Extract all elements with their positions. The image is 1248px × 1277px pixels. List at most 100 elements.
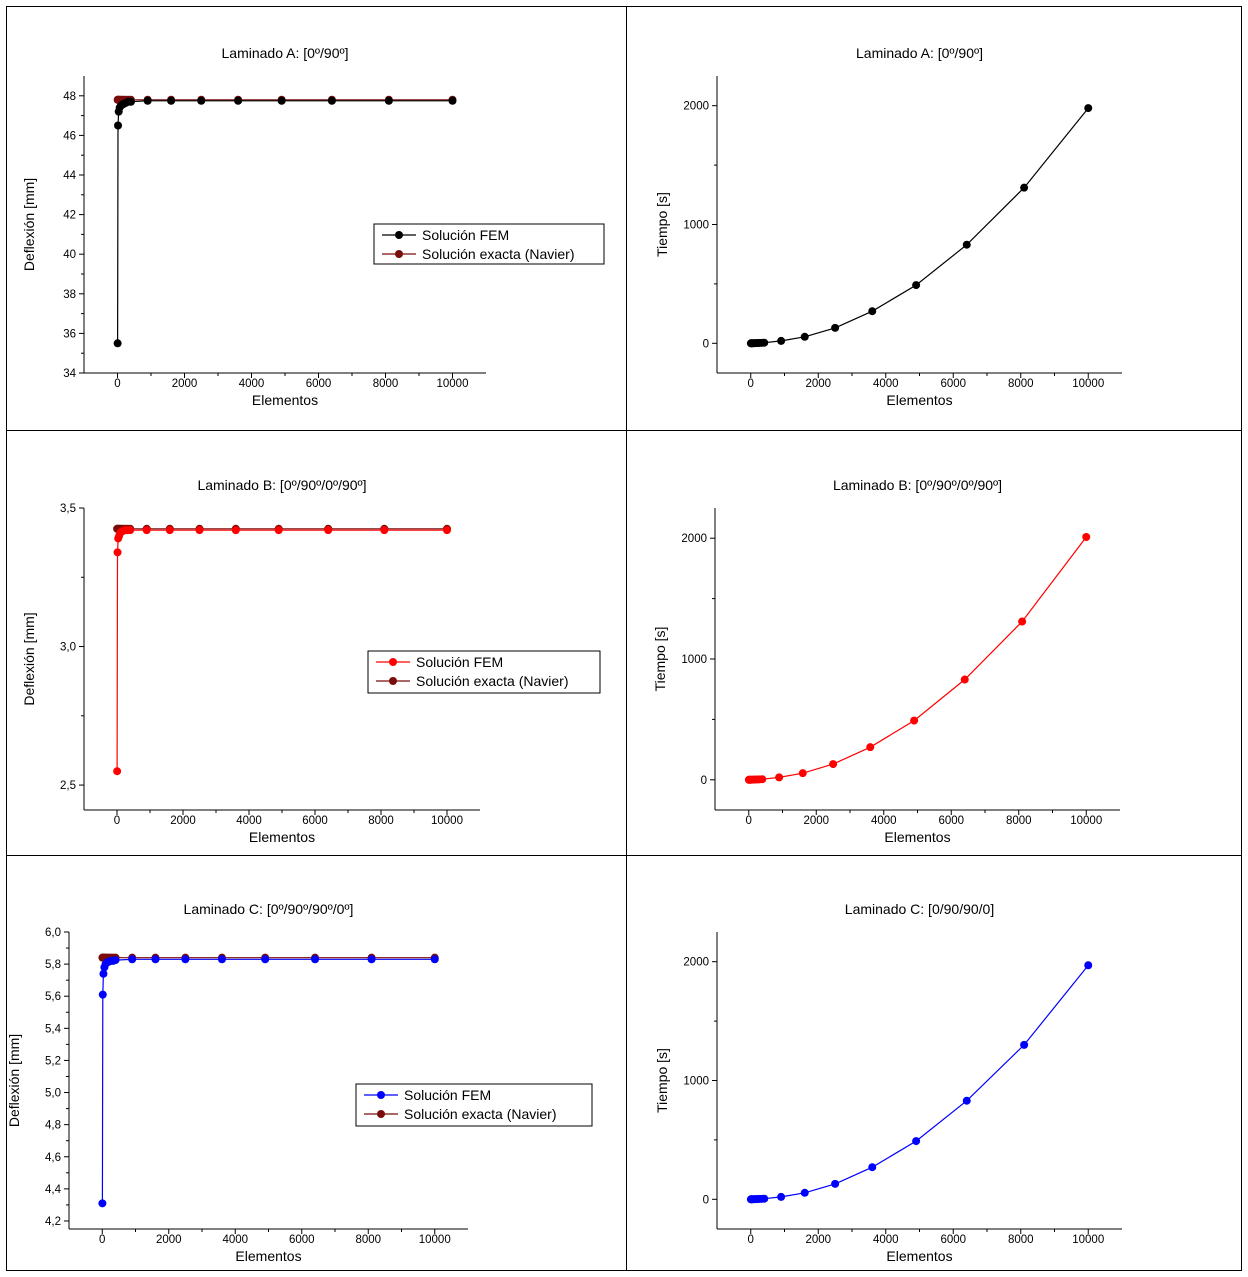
x-tick-label: 0 <box>748 1234 754 1246</box>
x-tick-label: 6000 <box>306 378 332 390</box>
x-tick-label: 2000 <box>170 815 196 827</box>
data-point <box>448 96 457 105</box>
y-tick-label: 46 <box>63 130 76 142</box>
grid-divider-row-1 <box>6 430 1242 431</box>
x-axis-label: Elementos <box>884 829 950 845</box>
chart-laminado-a-deflexion: Laminado A: [0º/90º] 0 2000 4000 6000 8000 100… <box>21 45 605 408</box>
y-tick-label: 3,0 <box>60 642 76 654</box>
y-axis-label: Deflexión [mm] <box>21 178 37 271</box>
chart-laminado-c-tiempo: Laminado C: [0/90/90/0] 0 2000 4000 6000 8000… <box>654 901 1122 1264</box>
data-point <box>430 955 439 964</box>
data-point <box>777 336 786 345</box>
y-tick-label: 5,4 <box>45 1023 62 1035</box>
data-point <box>912 1137 921 1146</box>
grid-divider-vertical <box>626 6 627 1271</box>
data-point <box>868 1163 877 1172</box>
x-tick-label: 10000 <box>1072 378 1104 390</box>
data-point <box>760 338 769 347</box>
data-point <box>1020 1040 1029 1049</box>
chart-laminado-c-deflexion: Laminado C: [0º/90º/90º/0º] 0 2000 4000 6000… <box>6 901 593 1264</box>
y-tick-label: 38 <box>63 289 76 301</box>
x-tick-label: 8000 <box>1006 815 1032 827</box>
chart-title: Laminado B: [0º/90º/0º/90º] <box>197 477 366 493</box>
x-tick-label: 8000 <box>368 815 394 827</box>
legend-label: Solución exacta (Navier) <box>404 1106 557 1122</box>
data-point <box>1018 617 1027 626</box>
data-point <box>1082 532 1091 541</box>
data-point <box>831 1179 840 1188</box>
data-point <box>165 526 174 535</box>
legend-box <box>373 223 605 265</box>
y-axis-label: Tiempo [s] <box>654 192 670 257</box>
data-point <box>777 1192 786 1201</box>
y-tick-label: 1000 <box>683 220 709 232</box>
legend-box <box>355 1083 593 1127</box>
x-tick-label: 2000 <box>172 378 198 390</box>
y-tick-label: 4,6 <box>45 1152 61 1164</box>
legend-marker <box>389 658 397 666</box>
x-tick-label: 6000 <box>289 1234 315 1246</box>
data-point <box>167 96 176 105</box>
legend-marker <box>377 1091 385 1099</box>
series-line <box>101 958 435 1204</box>
data-point <box>231 526 240 535</box>
y-tick-label: 4,8 <box>45 1120 61 1132</box>
legend-marker <box>389 677 397 685</box>
series-line <box>750 964 1089 1200</box>
legend-marker <box>377 1110 385 1118</box>
series-line <box>748 536 1087 781</box>
chart-laminado-b-deflexion: Laminado B: [0º/90º/0º/90º] 0 2000 4000 6000… <box>21 477 601 845</box>
series-line <box>750 107 1089 344</box>
data-point <box>114 121 123 130</box>
y-tick-label: 2000 <box>681 533 707 545</box>
data-point <box>98 990 107 999</box>
data-point <box>960 675 969 684</box>
legend-marker <box>395 250 403 258</box>
data-point <box>151 955 160 964</box>
data-point <box>443 526 451 535</box>
x-tick-label: 2000 <box>803 815 829 827</box>
y-tick-label: 2,5 <box>60 780 76 792</box>
data-point <box>758 775 767 784</box>
x-tick-label: 10000 <box>1072 1234 1104 1246</box>
y-tick-label: 44 <box>63 170 76 182</box>
y-tick-label: 34 <box>63 368 76 380</box>
legend-label: Solución FEM <box>416 654 503 670</box>
chart-laminado-b-tiempo: Laminado B: [0º/90º/0º/90º] 0 2000 4000 6000… <box>652 477 1120 845</box>
data-point <box>829 760 838 769</box>
legend-label: Solución FEM <box>422 227 509 243</box>
x-tick-label: 4000 <box>873 1234 899 1246</box>
data-point <box>311 955 320 964</box>
legend-marker <box>395 231 403 239</box>
y-tick-label: 5,0 <box>45 1088 61 1100</box>
series-line <box>116 100 453 344</box>
x-tick-label: 8000 <box>355 1234 381 1246</box>
data-point <box>962 240 971 249</box>
data-point <box>113 548 122 557</box>
data-point <box>197 96 206 105</box>
data-point <box>1020 183 1029 192</box>
data-point <box>181 955 190 964</box>
x-tick-label: 6000 <box>938 815 964 827</box>
legend-box <box>367 650 601 694</box>
y-tick-label: 0 <box>703 338 709 350</box>
x-tick-label: 6000 <box>940 1234 966 1246</box>
data-point <box>327 96 336 105</box>
data-point <box>800 332 809 341</box>
y-tick-label: 5,2 <box>45 1055 61 1067</box>
x-tick-label: 0 <box>114 378 120 390</box>
x-tick-label: 4000 <box>239 378 265 390</box>
data-point <box>261 955 270 964</box>
data-point <box>142 526 151 535</box>
x-tick-label: 0 <box>748 378 754 390</box>
data-point <box>831 323 840 332</box>
chart-title: Laminado C: [0/90/90/0] <box>845 901 994 917</box>
data-point <box>760 1194 769 1203</box>
data-point <box>800 1188 809 1197</box>
chart-title: Laminado A: [0º/90º] <box>222 45 349 61</box>
x-tick-label: 6000 <box>302 815 328 827</box>
chart-title: Laminado C: [0º/90º/90º/0º] <box>184 901 354 917</box>
legend-label: Solución FEM <box>404 1087 491 1103</box>
y-tick-label: 1000 <box>681 654 707 666</box>
x-tick-label: 8000 <box>373 378 399 390</box>
